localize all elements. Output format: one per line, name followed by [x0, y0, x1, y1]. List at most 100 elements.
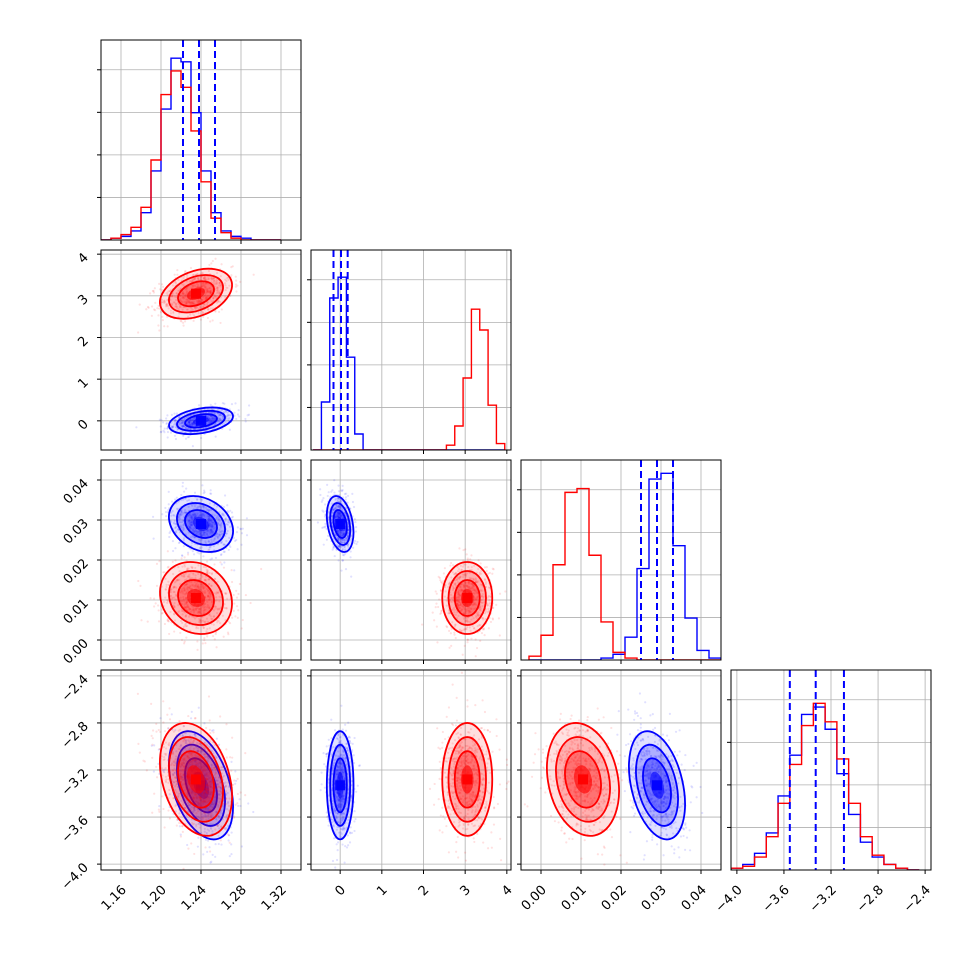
scatter-point [185, 301, 188, 304]
scatter-point [209, 785, 212, 788]
scatter-point [458, 594, 461, 597]
scatter-point [224, 781, 227, 784]
scatter-point [465, 584, 468, 588]
scatter-point [341, 515, 344, 518]
scatter-point [211, 600, 214, 603]
scatter-point [222, 410, 225, 414]
scatter-point [218, 420, 221, 423]
scatter-point [226, 597, 229, 600]
scatter-point [202, 513, 205, 517]
scatter-point [161, 421, 165, 424]
scatter-point [211, 319, 214, 322]
scatter-point [193, 505, 196, 508]
scatter-point [177, 794, 180, 797]
scatter-point [481, 616, 485, 620]
scatter-point [337, 512, 340, 515]
scatter-point [202, 764, 205, 767]
scatter-point [173, 519, 176, 523]
scatter-point [220, 563, 223, 566]
scatter-point [191, 280, 194, 283]
scatter-point [189, 587, 192, 591]
scatter-point [165, 303, 168, 307]
scatter-point [193, 516, 196, 519]
scatter-point [209, 289, 212, 292]
scatter-point [467, 609, 470, 612]
scatter-point [190, 514, 193, 517]
scatter-point [204, 542, 208, 545]
scatter-point [196, 764, 200, 767]
density-peak-red [191, 593, 201, 603]
scatter-point [200, 538, 203, 541]
scatter-point [456, 602, 459, 606]
scatter-point [464, 608, 467, 611]
scatter-point [335, 515, 339, 518]
scatter-point [210, 763, 213, 766]
scatter-point [477, 567, 480, 571]
scatter-point [221, 533, 224, 536]
scatter-point [204, 788, 207, 791]
scatter-point [464, 620, 467, 623]
scatter-point [489, 595, 492, 598]
scatter-point [201, 312, 205, 315]
scatter-point [185, 298, 188, 301]
scatter-point [179, 524, 182, 527]
scatter-point [347, 529, 350, 532]
scatter-point [198, 756, 201, 759]
contour-red [441, 561, 494, 635]
scatter-point [190, 580, 193, 584]
scatter-point [197, 564, 200, 567]
scatter-point [190, 423, 193, 426]
scatter-point [202, 584, 205, 587]
scatter-point [174, 593, 177, 596]
scatter-point [210, 860, 213, 863]
scatter-point [498, 634, 501, 637]
scatter-point [224, 295, 227, 298]
scatter-point [207, 540, 210, 543]
scatter-point [437, 605, 440, 609]
scatter-point [182, 773, 185, 777]
scatter-point [199, 306, 202, 309]
scatter-point [193, 852, 196, 856]
scatter-point [186, 315, 190, 318]
scatter-point [172, 774, 175, 777]
scatter-point [179, 512, 183, 515]
scatter-point [185, 601, 189, 604]
scatter-point [173, 498, 177, 501]
scatter-point [180, 609, 184, 612]
scatter-point [339, 507, 342, 510]
scatter-point [214, 802, 217, 805]
scatter-point [181, 526, 184, 529]
panel-2-0: 0.000.010.020.030.04 [61, 459, 302, 667]
scatter-point [455, 602, 459, 605]
scatter-point [213, 417, 216, 420]
scatter-point [227, 800, 230, 804]
scatter-point [163, 768, 166, 771]
scatter-point [197, 610, 200, 613]
scatter-point [195, 609, 198, 612]
scatter-point [208, 780, 211, 783]
density-peak-red [191, 288, 201, 299]
scatter-point [341, 489, 344, 493]
scatter-point [479, 607, 482, 610]
scatter-point [211, 277, 215, 280]
scatter-point [341, 548, 344, 552]
scatter-point [342, 517, 345, 520]
scatter-point [435, 602, 438, 605]
scatter-point [172, 425, 175, 428]
scatter-point [447, 612, 450, 615]
scatter-point [182, 778, 185, 782]
scatter-point [195, 741, 199, 744]
scatter-point [178, 748, 181, 751]
scatter-point [226, 791, 229, 795]
scatter-point [456, 570, 459, 573]
scatter-point [219, 288, 223, 291]
scatter-point [343, 548, 347, 551]
scatter-point [489, 595, 492, 599]
scatter-point [202, 769, 205, 772]
scatter-point [194, 307, 197, 310]
scatter-point [197, 587, 200, 590]
scatter-point [173, 590, 176, 594]
scatter-point [320, 500, 323, 503]
scatter-point [181, 590, 184, 593]
scatter-point [347, 532, 350, 535]
